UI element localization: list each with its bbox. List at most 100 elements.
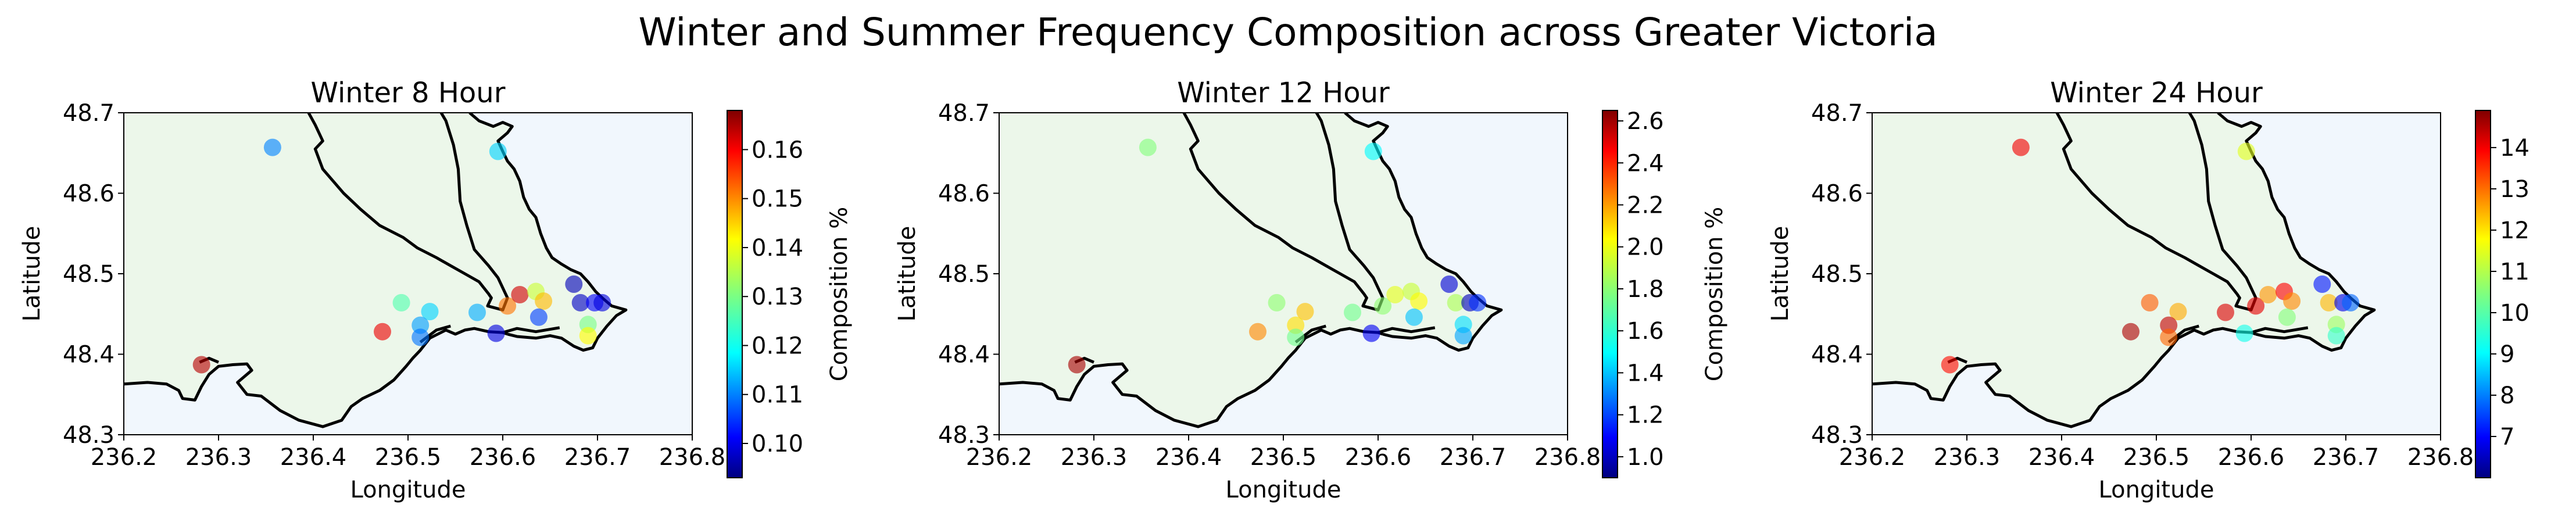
data-point xyxy=(263,138,281,156)
y-tick-label: 48.3 xyxy=(1811,422,1863,449)
y-tick-label: 48.6 xyxy=(938,181,990,207)
colorbar-tick-label: 7 xyxy=(2500,424,2514,450)
data-point xyxy=(1386,286,1404,303)
x-tick-label: 236.2 xyxy=(1839,444,1906,471)
colorbar-tick-label: 10 xyxy=(2500,300,2530,327)
data-point xyxy=(468,303,486,321)
colorbar-tick-label: 0.15 xyxy=(752,186,803,213)
x-axis-label: Longitude xyxy=(2099,477,2214,503)
x-tick-label: 236.3 xyxy=(185,444,252,471)
x-tick-label: 236.3 xyxy=(1061,444,1128,471)
x-tick-label: 236.8 xyxy=(1534,444,1601,471)
x-tick-label: 236.6 xyxy=(470,444,536,471)
data-point xyxy=(2169,303,2187,321)
data-point xyxy=(2283,292,2301,310)
land-area xyxy=(124,113,626,427)
y-tick-label: 48.7 xyxy=(938,100,990,127)
colorbar-tick-label: 12 xyxy=(2500,217,2530,244)
x-tick-label: 236.7 xyxy=(564,444,631,471)
x-tick-label: 236.4 xyxy=(1155,444,1222,471)
x-tick-label: 236.7 xyxy=(2313,444,2380,471)
colorbar-tick-label: 8 xyxy=(2500,382,2514,409)
y-tick-label: 48.7 xyxy=(63,100,115,127)
data-point xyxy=(2122,323,2139,341)
data-point xyxy=(2320,293,2338,312)
data-point xyxy=(1440,275,1458,293)
colorbar-tick-label: 13 xyxy=(2500,176,2530,203)
data-point xyxy=(2313,275,2331,293)
data-point xyxy=(489,142,507,160)
colorbar-tick-label: 2.4 xyxy=(1627,150,1664,177)
y-axis-label: Latitude xyxy=(894,226,921,322)
colorbar-tick-label: 2.0 xyxy=(1627,234,1664,261)
data-point xyxy=(2278,308,2296,326)
y-tick-label: 48.6 xyxy=(1811,181,1863,207)
data-point xyxy=(1410,292,1428,310)
coastline-west xyxy=(1872,327,2256,428)
data-point xyxy=(487,324,505,342)
colorbar-tick-label: 1.6 xyxy=(1627,318,1664,345)
coastline-inlet xyxy=(2055,113,2257,312)
data-point xyxy=(1287,328,1305,346)
y-tick-label: 48.4 xyxy=(63,342,115,368)
y-tick-label: 48.5 xyxy=(63,261,115,288)
data-point xyxy=(579,327,597,345)
panel-title: Winter 12 Hour xyxy=(1177,77,1390,109)
colorbar-tick-label: 11 xyxy=(2500,259,2530,285)
x-tick-label: 236.4 xyxy=(2028,444,2095,471)
colorbar-tick-label: 14 xyxy=(2500,135,2530,162)
colorbar-tick-label: 0.16 xyxy=(752,137,803,163)
data-point xyxy=(2327,327,2345,345)
colorbar-tick-label: 0.10 xyxy=(752,431,803,457)
x-axis-label: Longitude xyxy=(1226,477,1341,503)
x-tick-label: 236.8 xyxy=(2407,444,2474,471)
data-point xyxy=(565,275,583,293)
data-point xyxy=(2247,297,2265,315)
colorbar-label: Composition % xyxy=(826,207,853,382)
data-point xyxy=(1068,356,1086,374)
chart-panel: Winter 8 Hour 236.2 236.3 236.4 236.5 236.6 23… xyxy=(19,77,853,503)
x-axis-label: Longitude xyxy=(350,477,466,503)
chart-panel: Winter 12 Hour 236.2 236.3 236.4 236.5 236.6 2… xyxy=(894,77,1728,503)
x-tick-label: 236.5 xyxy=(375,444,442,471)
data-point xyxy=(535,292,553,310)
data-point xyxy=(1344,303,1361,321)
coastline-west xyxy=(999,327,1383,428)
land-area xyxy=(999,113,1501,427)
data-point xyxy=(529,308,548,326)
coastline-west xyxy=(124,327,508,428)
data-point xyxy=(2160,316,2178,334)
data-point xyxy=(1454,327,1472,345)
colorbar-tick-label: 0.13 xyxy=(752,284,803,310)
y-tick-label: 48.4 xyxy=(938,342,990,368)
colorbar-label: Composition % xyxy=(1701,207,1728,382)
data-point xyxy=(2259,286,2277,303)
y-tick-label: 48.3 xyxy=(63,422,115,449)
panel-title: Winter 8 Hour xyxy=(311,77,506,109)
data-point xyxy=(1405,308,1423,326)
x-tick-label: 236.6 xyxy=(2218,444,2285,471)
data-point xyxy=(374,323,391,341)
x-tick-label: 236.2 xyxy=(91,444,158,471)
colorbar-tick-label: 1.4 xyxy=(1627,360,1664,386)
data-point xyxy=(499,297,517,315)
x-tick-label: 236.3 xyxy=(1934,444,2001,471)
coastline-east xyxy=(1344,113,1503,352)
colorbar-tick-label: 0.14 xyxy=(752,235,803,262)
data-point xyxy=(2237,142,2255,160)
data-point xyxy=(192,356,210,374)
y-tick-label: 48.4 xyxy=(1811,342,1863,368)
colorbar-tick-label: 2.2 xyxy=(1627,192,1664,219)
colorbar-tick-label: 1.8 xyxy=(1627,276,1664,303)
data-point xyxy=(1287,316,1305,334)
y-tick-label: 48.6 xyxy=(63,181,115,207)
data-point xyxy=(1139,138,1157,156)
data-point xyxy=(1374,297,1392,315)
y-tick-label: 48.3 xyxy=(938,422,990,449)
colorbar-tick-label: 1.0 xyxy=(1627,444,1664,471)
data-point xyxy=(2012,138,2030,156)
data-point xyxy=(1364,142,1382,160)
y-axis-label: Latitude xyxy=(1767,226,1794,322)
map-layer xyxy=(999,113,1503,428)
